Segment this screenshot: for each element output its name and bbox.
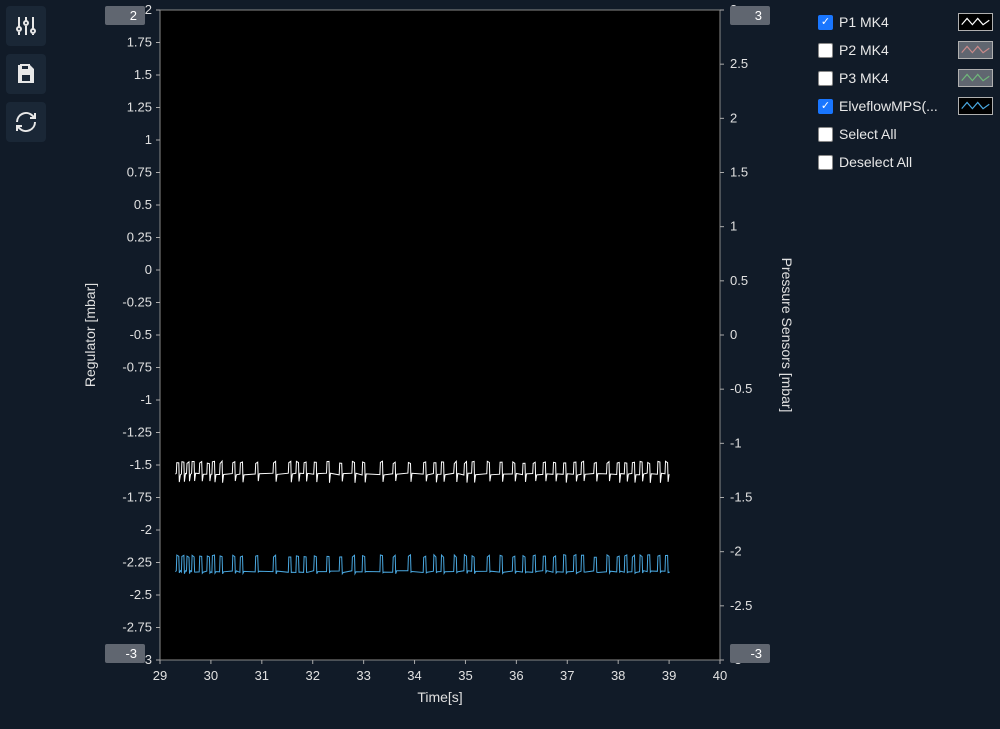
chart-panel: 2 1.75 1.5 1.25 1 0.75 0.5 0.25 0 -0.25 -0.5 -0.75 -… <box>60 0 810 720</box>
svg-text:-2: -2 <box>730 544 742 559</box>
svg-text:1: 1 <box>145 132 152 147</box>
svg-text:-2.5: -2.5 <box>730 598 752 613</box>
legend-item-1: P2 MK4 <box>818 40 993 60</box>
svg-text:0.75: 0.75 <box>127 165 152 180</box>
legend-label: Select All <box>839 126 993 142</box>
refresh-button[interactable] <box>6 102 46 142</box>
legend-swatch <box>958 97 993 115</box>
y-right-min-badge: -3 <box>730 644 770 663</box>
refresh-icon <box>14 110 38 134</box>
svg-text:-1: -1 <box>140 392 152 407</box>
legend-checkbox[interactable] <box>818 99 833 114</box>
legend-checkbox[interactable] <box>818 155 833 170</box>
svg-text:0.25: 0.25 <box>127 230 152 245</box>
legend-swatch <box>958 13 993 31</box>
svg-text:-0.5: -0.5 <box>730 381 752 396</box>
legend-checkbox[interactable] <box>818 71 833 86</box>
legend-label: Deselect All <box>839 154 993 170</box>
svg-text:39: 39 <box>662 668 676 683</box>
svg-text:32: 32 <box>305 668 319 683</box>
legend-swatch <box>958 69 993 87</box>
svg-text:1.75: 1.75 <box>127 35 152 50</box>
svg-text:-1.75: -1.75 <box>122 490 152 505</box>
svg-text:34: 34 <box>407 668 421 683</box>
svg-text:37: 37 <box>560 668 574 683</box>
svg-text:Pressure Sensors [mbar]: Pressure Sensors [mbar] <box>779 258 795 413</box>
toolbar <box>6 6 46 142</box>
svg-text:-0.5: -0.5 <box>130 327 152 342</box>
y-left-min-badge: -3 <box>105 644 145 663</box>
svg-text:0: 0 <box>145 262 152 277</box>
legend-item-3: ElveflowMPS(... <box>818 96 993 116</box>
legend-label: P3 MK4 <box>839 70 952 86</box>
y-right-max-badge: 3 <box>730 6 770 25</box>
svg-text:-1: -1 <box>730 435 742 450</box>
svg-text:1: 1 <box>730 219 737 234</box>
svg-text:-0.25: -0.25 <box>122 295 152 310</box>
svg-text:-2.75: -2.75 <box>122 620 152 635</box>
svg-text:-1.25: -1.25 <box>122 425 152 440</box>
svg-text:0.5: 0.5 <box>730 273 748 288</box>
svg-text:35: 35 <box>458 668 472 683</box>
sliders-icon <box>14 14 38 38</box>
svg-text:29: 29 <box>153 668 167 683</box>
svg-text:-1.5: -1.5 <box>130 457 152 472</box>
svg-text:-0.75: -0.75 <box>122 360 152 375</box>
svg-text:0.5: 0.5 <box>134 197 152 212</box>
legend-item-2: P3 MK4 <box>818 68 993 88</box>
svg-text:2: 2 <box>730 110 737 125</box>
legend-label: P2 MK4 <box>839 42 952 58</box>
svg-text:33: 33 <box>356 668 370 683</box>
legend-label: ElveflowMPS(... <box>839 98 952 114</box>
save-button[interactable] <box>6 54 46 94</box>
legend-checkbox[interactable] <box>818 43 833 58</box>
svg-text:Regulator [mbar]: Regulator [mbar] <box>82 283 98 387</box>
svg-text:-2: -2 <box>140 522 152 537</box>
svg-text:-2.25: -2.25 <box>122 555 152 570</box>
legend-label: P1 MK4 <box>839 14 952 30</box>
legend-item-0: P1 MK4 <box>818 12 993 32</box>
svg-text:0: 0 <box>730 327 737 342</box>
svg-text:-2.5: -2.5 <box>130 587 152 602</box>
legend-select-all: Select All <box>818 124 993 144</box>
svg-text:1.25: 1.25 <box>127 100 152 115</box>
legend-checkbox[interactable] <box>818 15 833 30</box>
settings-button[interactable] <box>6 6 46 46</box>
svg-text:40: 40 <box>713 668 727 683</box>
legend-deselect-all: Deselect All <box>818 152 993 172</box>
pressure-chart[interactable]: 2 1.75 1.5 1.25 1 0.75 0.5 0.25 0 -0.25 -0.5 -0.75 -… <box>60 0 810 720</box>
svg-text:1.5: 1.5 <box>730 165 748 180</box>
svg-text:Time[s]: Time[s] <box>417 689 462 705</box>
y-left-max-badge: 2 <box>105 6 145 25</box>
svg-text:2: 2 <box>145 2 152 17</box>
save-icon <box>14 62 38 86</box>
legend-checkbox[interactable] <box>818 127 833 142</box>
legend-swatch <box>958 41 993 59</box>
svg-text:31: 31 <box>255 668 269 683</box>
svg-text:30: 30 <box>204 668 218 683</box>
svg-text:38: 38 <box>611 668 625 683</box>
legend: P1 MK4 P2 MK4 P3 MK4 ElveflowMPS(... Sel… <box>818 12 993 172</box>
svg-text:2.5: 2.5 <box>730 56 748 71</box>
svg-text:-1.5: -1.5 <box>730 490 752 505</box>
svg-text:1.5: 1.5 <box>134 67 152 82</box>
svg-text:36: 36 <box>509 668 523 683</box>
